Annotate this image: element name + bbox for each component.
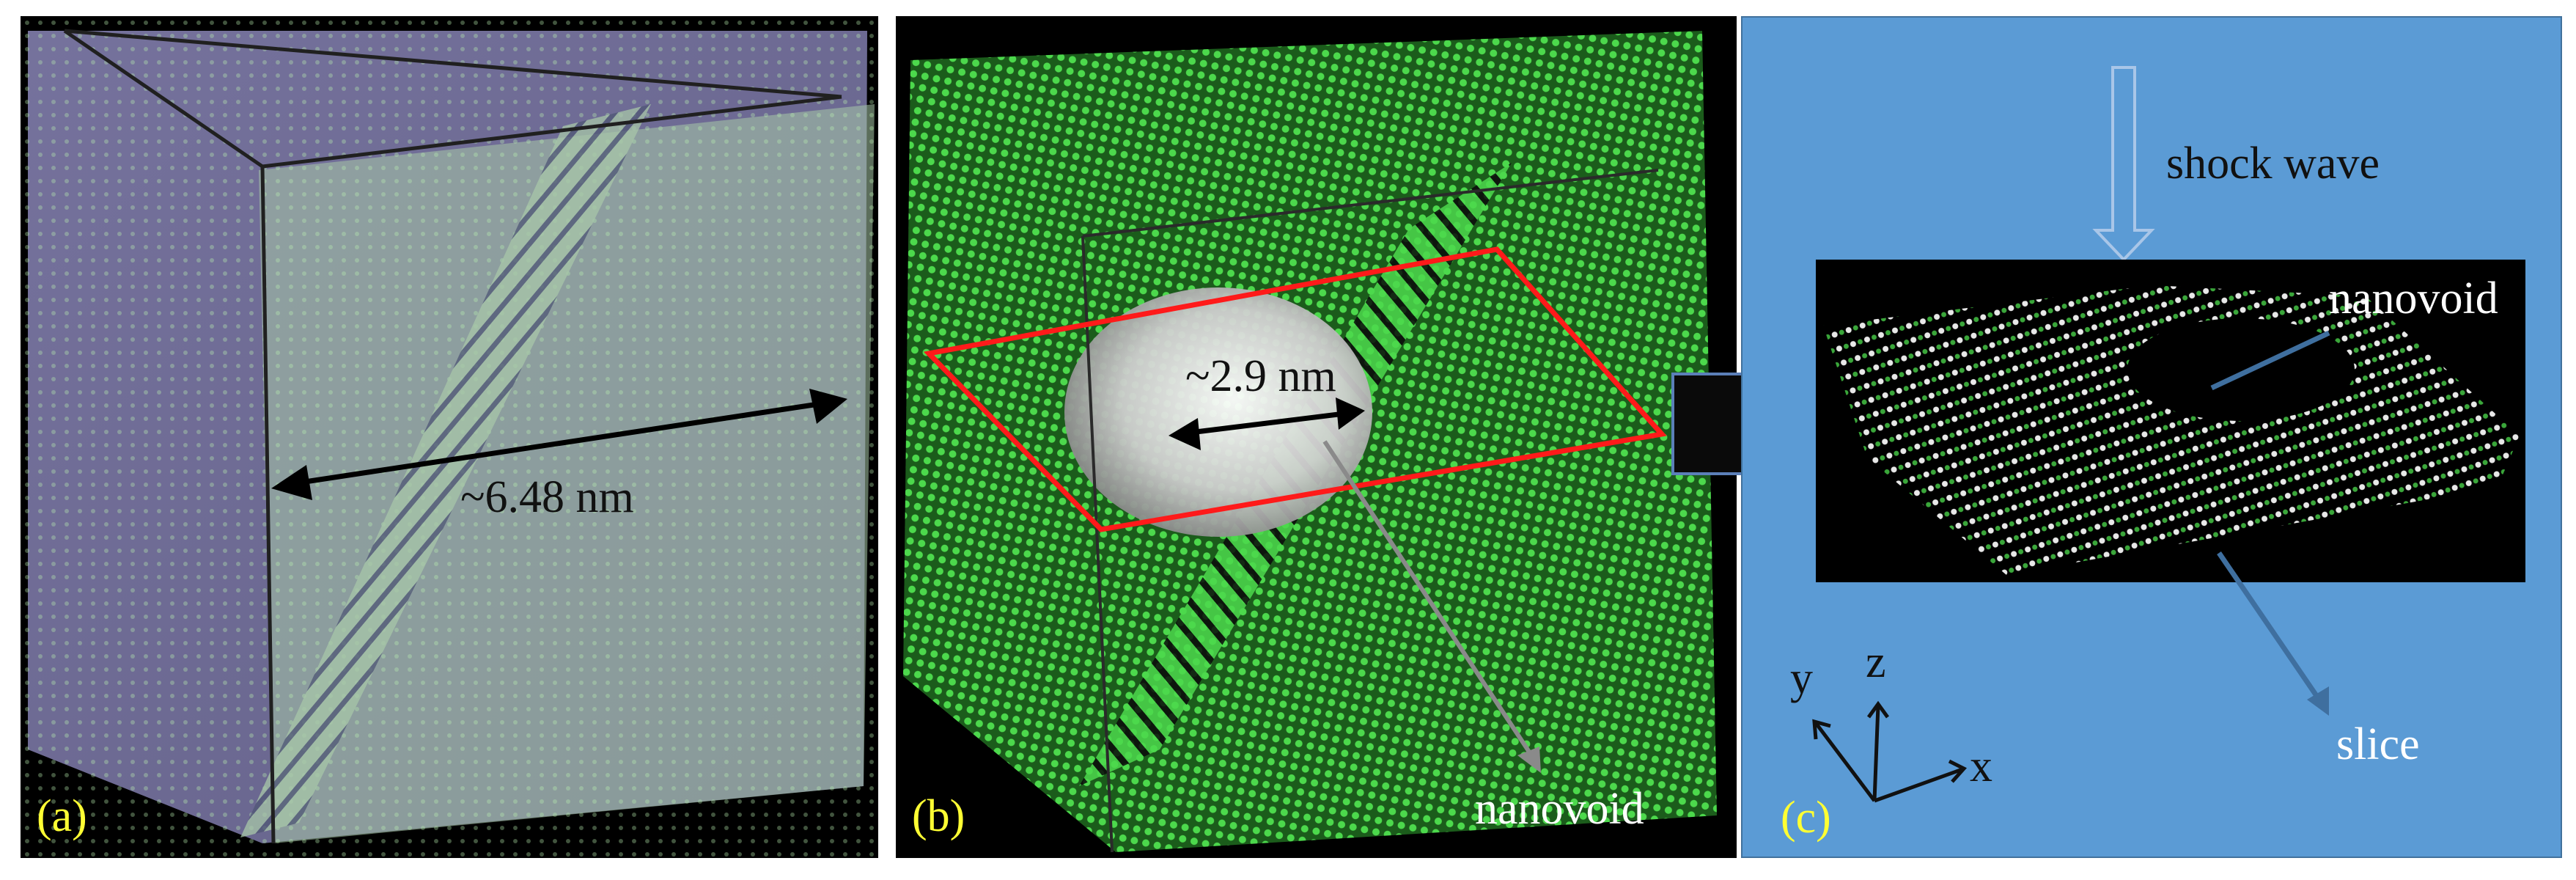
dimension-arrow-a (271, 389, 847, 500)
slice-plane-outline (923, 246, 1667, 532)
slice-void (2127, 318, 2355, 421)
shock-wave-arrow (2092, 66, 2155, 262)
shock-wave-label: shock wave (2166, 139, 2380, 188)
stripe-band-a (240, 104, 651, 837)
nanovoid-label-c: nanovoid (2329, 274, 2498, 323)
cube-edges-a (63, 29, 842, 844)
panel-b: ~2.9 nm nanovoid (b) (896, 16, 1737, 858)
dimension-label-a: ~6.48 nm (460, 472, 634, 522)
axis-x-label: x (1970, 741, 1992, 791)
slice-pointer (2217, 551, 2329, 716)
nanovoid-pointer-b (1322, 440, 1541, 773)
void-diameter-label: ~2.9 nm (1185, 351, 1336, 401)
cube-edges-b (1081, 169, 1659, 853)
panel-a: ~6.48 nm (a) (21, 16, 878, 858)
axis-z-label: z (1866, 637, 1886, 687)
nanovoid-label-b: nanovoid (1475, 784, 1644, 834)
nanovoid-pointer-c (2210, 330, 2330, 391)
panel-c: shock wave nanovoid slice x z y (c) (1741, 16, 2562, 858)
slice-label: slice (2336, 719, 2420, 769)
panel-letter-c: (c) (1781, 793, 1831, 843)
panel-letter-a: (a) (37, 791, 87, 841)
void-diameter-arrow (1169, 397, 1365, 450)
coordinate-axes (1812, 700, 1968, 803)
slice-diagram (1812, 66, 2525, 803)
axis-y-label: y (1790, 653, 1813, 703)
cube-rendering-b (903, 31, 1717, 853)
panel-letter-b: (b) (912, 791, 965, 841)
nanovoid-sphere (1064, 287, 1372, 537)
cube-rendering-a (21, 16, 878, 858)
